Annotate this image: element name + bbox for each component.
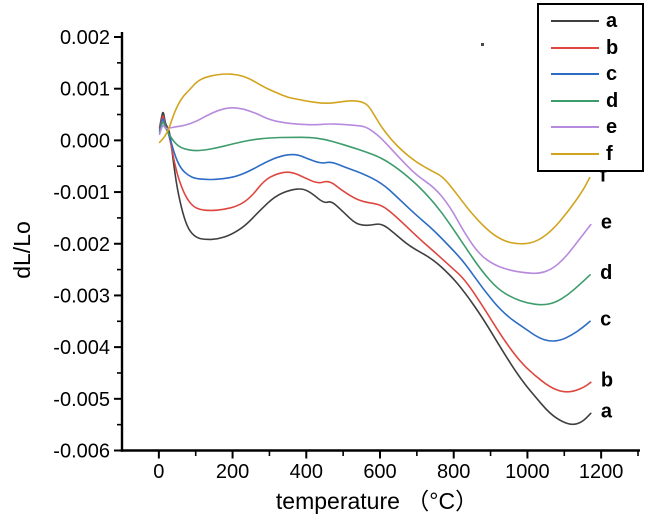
curve-e-end-label: e xyxy=(601,212,612,234)
curve-d-end-label: d xyxy=(600,262,612,284)
stray-dot xyxy=(481,43,484,46)
legend-label-b: b xyxy=(606,36,619,59)
legend-label-a: a xyxy=(606,10,618,33)
x-tick-label: 0 xyxy=(153,461,164,483)
legend-row-e: e xyxy=(539,115,642,139)
curve-e-line xyxy=(158,107,592,275)
legend-row-d: d xyxy=(539,89,642,113)
curve-a-line xyxy=(158,111,592,426)
curve-c-end-label: c xyxy=(600,308,611,330)
legend-box: a b c d e f xyxy=(537,3,644,172)
legend-label-c: c xyxy=(606,63,618,86)
curve-f-end-label: f xyxy=(600,165,607,187)
y-tick-label: 0.002 xyxy=(60,27,110,49)
curve-b-end-label: b xyxy=(601,369,613,391)
legend-row-c: c xyxy=(539,62,642,86)
y-tick-label: -0.001 xyxy=(53,182,110,204)
x-tick-label: 600 xyxy=(363,461,396,483)
x-tick-label: 200 xyxy=(216,461,249,483)
legend-label-e: e xyxy=(606,116,618,139)
x-tick-label: 400 xyxy=(290,461,323,483)
legend-label-f: f xyxy=(606,142,613,165)
x-tick-label: 1000 xyxy=(505,461,550,483)
y-tick-label: -0.006 xyxy=(53,441,110,463)
x-axis-title: temperature （°C） xyxy=(275,488,479,514)
curve-c-line xyxy=(158,118,591,342)
y-axis-title: dL/Lo xyxy=(9,221,35,279)
curve-b-line xyxy=(158,115,592,393)
legend-label-d: d xyxy=(606,89,619,112)
legend-row-b: b xyxy=(539,36,642,60)
legend-line-sample-b xyxy=(551,46,599,49)
x-tick-label: 1200 xyxy=(579,461,624,483)
curve-a-end-label: a xyxy=(601,400,613,422)
legend-row-f: f xyxy=(539,142,642,166)
legend-line-sample-c xyxy=(551,73,599,76)
y-tick-label: -0.004 xyxy=(53,337,110,359)
curve-d-line xyxy=(158,121,591,306)
y-tick-label: 0.000 xyxy=(60,130,110,152)
x-tick-label: 800 xyxy=(437,461,470,483)
y-tick-label: -0.002 xyxy=(53,234,110,256)
legend-line-sample-d xyxy=(551,99,599,102)
legend-line-sample-e xyxy=(551,126,599,129)
curve-f-line xyxy=(158,73,591,245)
y-tick-label: -0.003 xyxy=(53,285,110,307)
legend-line-sample-f xyxy=(551,152,599,155)
legend-line-sample-a xyxy=(551,20,599,23)
y-tick-label: 0.001 xyxy=(60,79,110,101)
y-tick-label: -0.005 xyxy=(53,389,110,411)
legend-row-a: a xyxy=(539,9,642,33)
